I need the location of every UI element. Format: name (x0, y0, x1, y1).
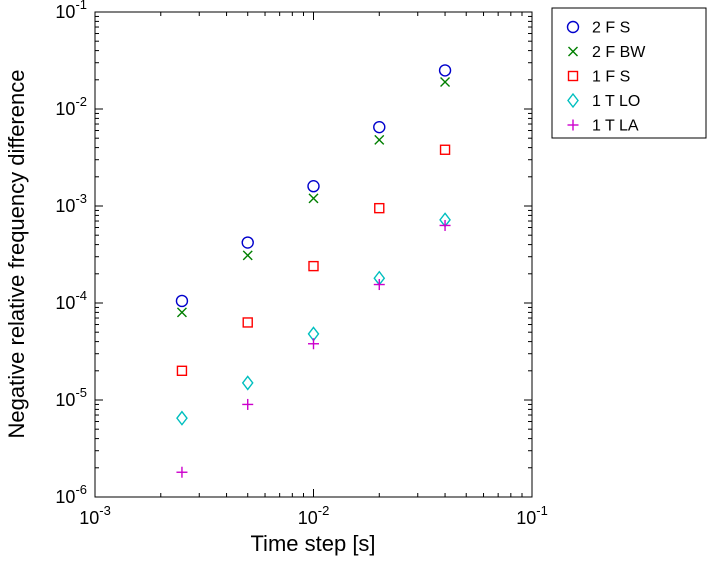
legend-item-1-t-lo: 1 T LO (567, 92, 640, 110)
series-1-t-la (176, 219, 451, 478)
data-points (175, 64, 452, 478)
data-point-marker (308, 338, 319, 350)
data-point-marker (176, 307, 187, 318)
legend-item-label: 2 F BW (592, 44, 646, 61)
data-point-marker (176, 410, 188, 426)
y-ticks (95, 11, 532, 498)
data-point-marker (440, 76, 451, 87)
y-tick-label: 10-4 (55, 288, 87, 313)
legend-item-2-f-s: 2 F S (566, 20, 630, 37)
legend-item-label: 1 F S (592, 69, 630, 86)
data-point-marker (374, 202, 385, 214)
legend-item-label: 1 T LA (592, 118, 639, 135)
x-tick-label: 10-1 (516, 503, 548, 528)
legend-item-1-f-s: 1 F S (567, 69, 630, 86)
data-point-marker (308, 260, 319, 272)
series-2-f-bw (176, 76, 451, 318)
data-point-marker (308, 193, 319, 204)
data-point-marker (438, 64, 452, 77)
x-axis-label: Time step [s] (250, 531, 375, 556)
data-point-marker (567, 119, 579, 131)
data-point-marker (241, 375, 254, 391)
data-point-marker (242, 250, 253, 261)
legend: 2 F S 2 F BW 1 F S 1 T LO 1 T LA (551, 7, 707, 139)
data-point-marker (373, 279, 385, 291)
data-point-marker (242, 317, 253, 328)
series-1-f-s (176, 144, 451, 377)
legend-item-2-f-bw: 2 F BW (568, 44, 646, 61)
y-tick-label: 10-5 (55, 385, 87, 410)
data-point-marker (439, 144, 451, 155)
data-point-marker (373, 120, 386, 134)
data-point-marker (439, 219, 451, 231)
legend-item-label: 1 T LO (592, 93, 640, 110)
data-point-marker (176, 365, 188, 377)
data-point-marker (176, 466, 188, 478)
y-tick-label: 10-6 (55, 482, 87, 507)
data-point-marker (242, 398, 254, 410)
y-axis-label: Negative relative frequency difference (4, 70, 29, 439)
x-tick-label: 10-3 (79, 503, 111, 528)
legend-item-label: 2 F S (592, 20, 630, 37)
data-point-marker (566, 20, 580, 34)
y-tick-label: 10-2 (55, 94, 87, 119)
data-point-marker (567, 70, 579, 82)
data-point-marker (307, 180, 320, 193)
data-point-marker (567, 92, 579, 109)
data-point-marker (175, 294, 189, 308)
legend-item-1-t-la: 1 T LA (567, 118, 639, 135)
plot-border (94, 11, 533, 498)
x-tick-label: 10-2 (298, 503, 330, 528)
y-tick-label: 10-1 (55, 0, 87, 22)
data-point-marker (374, 134, 385, 145)
series-2-f-s (175, 64, 452, 308)
data-point-marker (241, 236, 254, 249)
y-tick-label: 10-3 (55, 191, 87, 216)
data-point-marker (568, 46, 578, 57)
x-ticks (94, 12, 533, 497)
plot-area: 10-3 10-2 10-1 10-6 10-5 10-4 10-3 10-2 10-1 (55, 0, 547, 528)
